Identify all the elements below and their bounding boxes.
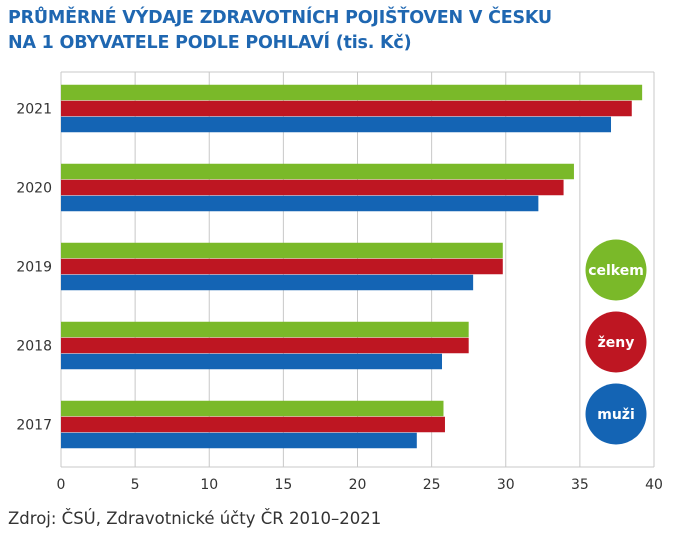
chart-title-line-2: NA 1 OBYVATELE PODLE POHLAVÍ (tis. Kč) [8, 33, 412, 53]
bar-celkem-2017 [61, 400, 444, 417]
chart-title-line-1: PRŮMĚRNÉ VÝDAJE ZDRAVOTNÍCH POJIŠŤOVEN V… [8, 8, 552, 28]
legend-marker-celkem [585, 239, 647, 301]
x-tick-label: 15 [274, 477, 292, 493]
x-tick-label: 35 [571, 477, 589, 493]
bar-ženy-2020 [61, 179, 564, 196]
legend-label: ženy [598, 335, 635, 351]
bar-muži-2021 [61, 116, 612, 133]
x-tick-label: 0 [57, 477, 66, 493]
legend-marker-ženy [585, 311, 647, 373]
bar-muži-2020 [61, 195, 539, 212]
bar-muži-2018 [61, 353, 443, 370]
bars [61, 84, 643, 449]
year-label: 2018 [16, 339, 52, 355]
x-tick-labels: 0 5 10 15 20 25 30 35 40 [57, 477, 663, 493]
bar-celkem-2020 [61, 163, 574, 180]
legend-label: muži [597, 407, 635, 423]
bar-celkem-2021 [61, 84, 643, 101]
chart-title: PRŮMĚRNÉ VÝDAJE ZDRAVOTNÍCH POJIŠŤOVEN V… [8, 6, 552, 56]
source-note: Zdroj: ČSÚ, Zdravotnické účty ČR 2010–20… [8, 509, 382, 528]
bar-muži-2019 [61, 274, 474, 291]
x-tick-label: 10 [200, 477, 218, 493]
bar-muži-2017 [61, 432, 417, 449]
year-label: 2020 [16, 181, 52, 197]
legend-marker-muži [585, 383, 647, 445]
bar-chart: 2021 2020 2019 2018 2017 0 5 10 15 20 25 30 35 40 ce… [16, 71, 663, 493]
bar-ženy-2021 [61, 100, 632, 117]
x-tick-label: 25 [423, 477, 441, 493]
year-label: 2019 [16, 260, 52, 276]
year-label: 2017 [16, 418, 52, 434]
legend: celkem ženy muži [585, 239, 647, 445]
bar-ženy-2019 [61, 258, 503, 275]
x-tick-label: 5 [131, 477, 140, 493]
legend-label: celkem [588, 263, 644, 279]
year-label: 2021 [16, 102, 52, 118]
bar-ženy-2018 [61, 337, 469, 354]
bar-celkem-2019 [61, 242, 503, 259]
bar-celkem-2018 [61, 321, 469, 338]
bar-ženy-2017 [61, 416, 445, 433]
x-tick-label: 20 [349, 477, 367, 493]
year-labels: 2021 2020 2019 2018 2017 [16, 102, 52, 434]
x-tick-label: 40 [645, 477, 663, 493]
x-tick-label: 30 [497, 477, 515, 493]
